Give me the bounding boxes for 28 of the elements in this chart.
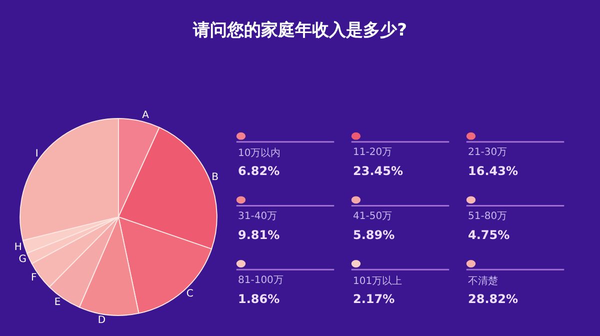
text: G — [18, 254, 26, 265]
legend-label: 31-40万 — [238, 211, 278, 222]
legend-label: 41-50万 — [353, 211, 392, 222]
text: B — [212, 172, 219, 183]
text: A — [142, 110, 150, 122]
text: H — [14, 242, 22, 253]
text: D — [98, 314, 106, 326]
data-label: 1.86% — [238, 292, 280, 306]
data-label: 23.45% — [353, 164, 403, 178]
data-label: 9.81% — [238, 228, 280, 242]
data-label: 4.75% — [468, 228, 510, 242]
text: F — [30, 272, 37, 284]
text: C — [186, 288, 194, 300]
data-label: 28.82% — [468, 292, 518, 306]
legend-label: 不清楚 — [468, 275, 498, 287]
legend-label: 10万以内 — [238, 147, 281, 159]
legend-label: 11-20万 — [353, 147, 392, 158]
text: E — [54, 296, 61, 308]
legend-label: 81-100万 — [238, 275, 284, 286]
chart-title: 请问您的家庭年收入是多少? — [192, 20, 407, 40]
legend-label: 21-30万 — [468, 147, 508, 158]
data-label: 5.89% — [353, 228, 395, 242]
data-label: 2.17% — [353, 292, 395, 306]
legend-label: 51-80万 — [468, 211, 508, 222]
text: I — [35, 148, 38, 160]
data-label: 16.43% — [468, 164, 518, 178]
data-label: 6.82% — [238, 164, 280, 178]
legend-label: 101万以上 — [353, 275, 402, 287]
